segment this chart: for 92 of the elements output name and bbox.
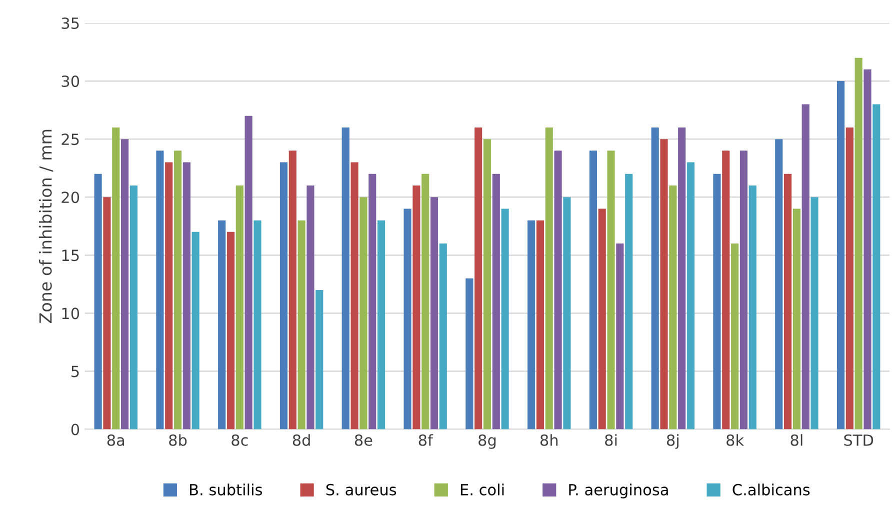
legend-label: P. aeruginosa <box>569 484 668 498</box>
bar <box>377 220 386 430</box>
bar <box>802 104 810 430</box>
bar <box>651 127 659 430</box>
bar <box>731 244 739 430</box>
bar <box>607 150 615 430</box>
bar <box>872 104 880 430</box>
bar <box>121 139 129 430</box>
x-tick-label: 8e <box>354 434 372 446</box>
bar <box>218 220 226 430</box>
bar <box>483 139 492 430</box>
bar <box>669 185 677 430</box>
y-axis-title: Zone of inhibition / mm <box>38 130 54 324</box>
bar <box>94 174 102 430</box>
x-tick-label: 8a <box>107 434 124 446</box>
bar <box>474 127 482 430</box>
bar <box>422 174 430 430</box>
bar <box>316 290 324 430</box>
bar <box>174 150 182 430</box>
bar <box>625 174 633 430</box>
x-tick-label: 8g <box>478 434 496 449</box>
bar <box>298 220 306 430</box>
bar <box>775 139 783 430</box>
x-tick-label: 8f <box>418 434 434 446</box>
bar <box>686 162 695 430</box>
bar <box>112 127 120 430</box>
bar <box>748 185 756 430</box>
bar <box>342 127 350 430</box>
bar <box>501 208 509 430</box>
y-tick-label: 10 <box>62 308 80 320</box>
bar <box>103 197 111 430</box>
bar <box>784 174 792 430</box>
bar <box>722 150 730 430</box>
bar <box>236 185 244 430</box>
bar <box>254 220 262 430</box>
bar <box>616 244 624 430</box>
x-tick-label: STD <box>844 434 874 446</box>
y-tick-label: 25 <box>62 134 79 146</box>
bar <box>810 197 818 430</box>
bar <box>528 220 536 430</box>
x-tick-label: 8c <box>232 434 248 446</box>
bar <box>350 162 358 430</box>
bar <box>545 127 553 430</box>
bar <box>836 81 845 430</box>
bar <box>130 185 138 430</box>
bar <box>466 278 474 430</box>
bar <box>280 162 288 430</box>
y-tick-label: 20 <box>62 192 80 204</box>
bar <box>563 197 571 430</box>
bar <box>368 174 376 430</box>
bar <box>156 150 164 430</box>
y-tick-label: 35 <box>62 17 79 30</box>
bar <box>589 150 597 430</box>
bar <box>854 58 862 430</box>
bar <box>360 197 368 430</box>
bar <box>740 150 748 430</box>
bar <box>554 150 562 430</box>
bar <box>678 127 686 430</box>
bar <box>192 232 200 430</box>
bar <box>430 197 438 430</box>
x-tick-label: 8d <box>292 434 310 446</box>
bar <box>792 208 800 430</box>
legend-label: E. coli <box>460 484 504 496</box>
legend-label: S. aureus <box>326 484 396 496</box>
bar <box>306 185 314 430</box>
y-tick-label: 15 <box>62 250 79 262</box>
x-tick-label: 8k <box>726 434 744 446</box>
bar <box>226 232 235 430</box>
bar <box>244 116 252 430</box>
x-tick-label: 8j <box>666 434 678 449</box>
bar <box>660 139 668 430</box>
x-tick-label: 8b <box>169 434 187 446</box>
x-tick-label: 8i <box>605 434 617 446</box>
bar <box>598 208 606 430</box>
bar <box>536 220 544 430</box>
bar <box>846 127 854 430</box>
bar <box>492 174 500 430</box>
bar <box>412 185 420 430</box>
y-tick-label: 0 <box>71 424 80 436</box>
x-tick-label: 8h <box>540 434 558 446</box>
y-tick-label: 5 <box>72 366 79 378</box>
bar <box>864 69 872 430</box>
bar <box>439 244 447 430</box>
legend-label: B. subtilis <box>190 484 262 496</box>
bar <box>288 150 296 430</box>
bar <box>713 174 721 430</box>
legend-label: C.albicans <box>732 484 810 496</box>
bar <box>404 208 412 430</box>
bar <box>165 162 173 430</box>
bar <box>182 162 190 430</box>
y-tick-label: 30 <box>62 75 80 88</box>
x-tick-label: 8l <box>790 434 802 446</box>
